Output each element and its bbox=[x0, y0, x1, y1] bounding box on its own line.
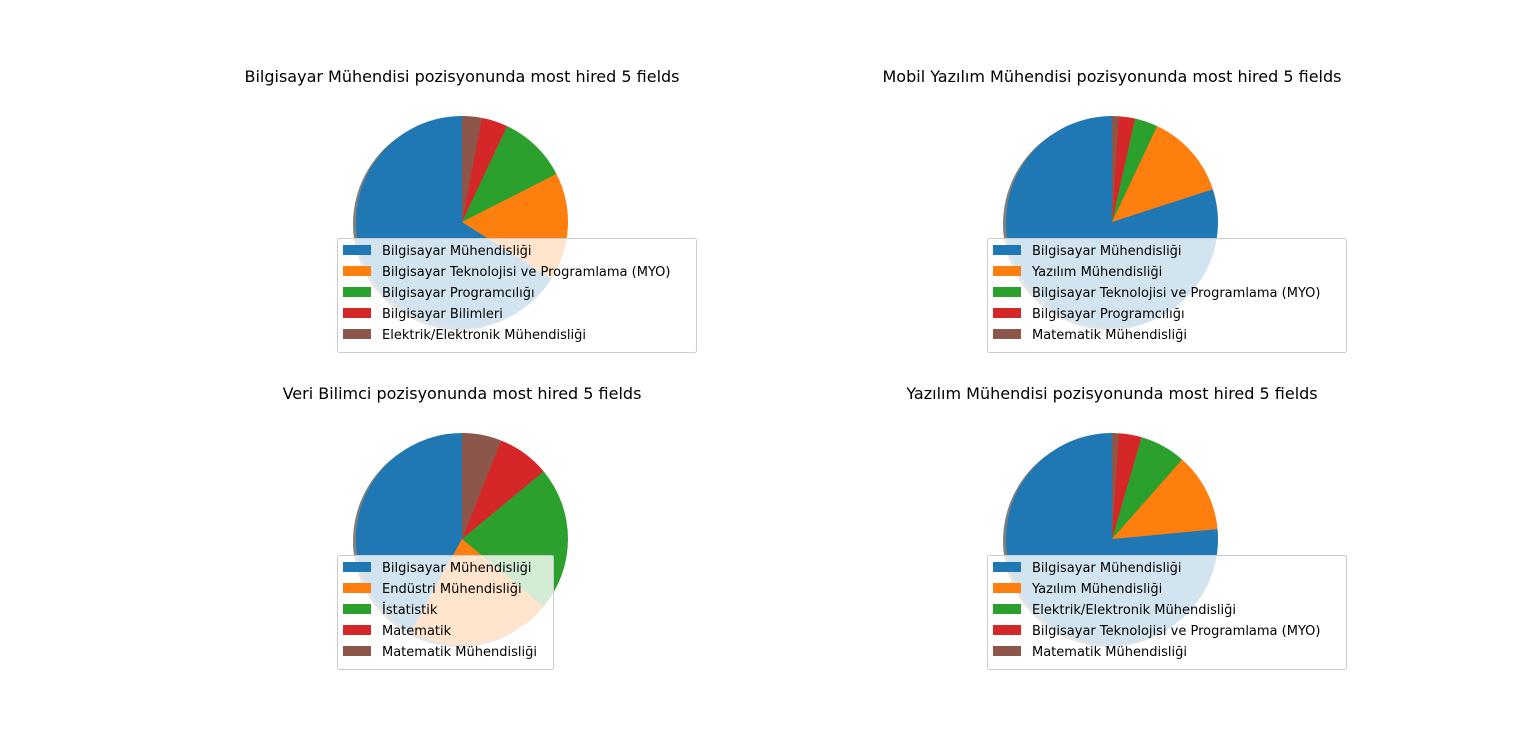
legend-swatch bbox=[343, 562, 371, 572]
legend-box bbox=[987, 555, 1347, 670]
pie-slice-2 bbox=[1112, 459, 1218, 539]
legend-label: Endüstri Mühendisliği bbox=[382, 582, 522, 597]
pie-slice-3 bbox=[1112, 437, 1183, 539]
pie-slice-5 bbox=[1112, 116, 1119, 222]
legend-swatch bbox=[993, 562, 1021, 572]
legend-swatch bbox=[343, 287, 371, 297]
legend-swatch bbox=[343, 308, 371, 318]
legend-label: Bilgisayar Mühendisliği bbox=[382, 244, 532, 259]
legend-label: Matematik Mühendisliği bbox=[1032, 328, 1187, 343]
legend-label: Bilgisayar Programcılığı bbox=[1032, 307, 1185, 322]
chart-title: Bilgisayar Mühendisi pozisyonunda most h… bbox=[244, 67, 679, 86]
pie-slice-3 bbox=[462, 126, 557, 222]
legend-swatch bbox=[343, 583, 371, 593]
chart-title: Yazılım Mühendisi pozisyonunda most hire… bbox=[905, 384, 1317, 403]
legend-label: Matematik bbox=[382, 624, 452, 639]
chart-title: Mobil Yazılım Mühendisi pozisyonunda mos… bbox=[883, 67, 1342, 86]
legend-swatch bbox=[993, 329, 1021, 339]
legend-swatch bbox=[993, 583, 1021, 593]
pie-slice-4 bbox=[462, 440, 544, 539]
legend-swatch bbox=[993, 245, 1021, 255]
legend-swatch bbox=[343, 266, 371, 276]
pie-slice-4 bbox=[1112, 433, 1142, 539]
chart-title: Veri Bilimci pozisyonunda most hired 5 f… bbox=[283, 384, 642, 403]
legend-box bbox=[337, 238, 697, 353]
pie-chart-2: Mobil Yazılım Mühendisi pozisyonunda mos… bbox=[883, 67, 1347, 353]
pie-slice-5 bbox=[462, 433, 502, 539]
legend-swatch bbox=[343, 604, 371, 614]
legend-swatch bbox=[993, 625, 1021, 635]
legend-label: Bilgisayar Programcılığı bbox=[382, 286, 535, 301]
legend-swatch bbox=[343, 329, 371, 339]
legend-box bbox=[987, 238, 1347, 353]
legend-label: Matematik Mühendisliği bbox=[1032, 645, 1187, 660]
pie-slice-2 bbox=[1112, 126, 1213, 222]
legend-label: Elektrik/Elektronik Mühendisliği bbox=[1032, 603, 1236, 618]
pie-slice-4 bbox=[462, 117, 508, 222]
legend-label: Yazılım Mühendisliği bbox=[1031, 582, 1162, 597]
pie-slice-5 bbox=[462, 116, 482, 222]
pie-chart-1: Bilgisayar Mühendisi pozisyonunda most h… bbox=[244, 67, 697, 353]
legend-label: Elektrik/Elektronik Mühendisliği bbox=[382, 328, 586, 343]
legend-label: Bilgisayar Teknolojisi ve Programlama (M… bbox=[1032, 624, 1320, 639]
legend-label: Bilgisayar Mühendisliği bbox=[1032, 244, 1182, 259]
legend-swatch bbox=[993, 308, 1021, 318]
legend-swatch bbox=[993, 287, 1021, 297]
legend-swatch bbox=[993, 604, 1021, 614]
legend-label: Bilgisayar Mühendisliği bbox=[1032, 561, 1182, 576]
legend-label: Bilgisayar Bilimleri bbox=[382, 307, 503, 322]
pie-slice-5 bbox=[1112, 433, 1119, 539]
pie-chart-3: Veri Bilimci pozisyonunda most hired 5 f… bbox=[283, 384, 642, 670]
legend-swatch bbox=[343, 625, 371, 635]
legend-label: Matematik Mühendisliği bbox=[382, 645, 537, 660]
legend-swatch bbox=[343, 245, 371, 255]
legend-label: İstatistik bbox=[382, 602, 438, 618]
legend-box bbox=[337, 555, 554, 670]
legend-label: Bilgisayar Mühendisliği bbox=[382, 561, 532, 576]
legend-swatch bbox=[343, 646, 371, 656]
legend-label: Bilgisayar Teknolojisi ve Programlama (M… bbox=[1032, 286, 1320, 301]
legend-label: Yazılım Mühendisliği bbox=[1031, 265, 1162, 280]
legend-swatch bbox=[993, 266, 1021, 276]
legend-label: Bilgisayar Teknolojisi ve Programlama (M… bbox=[382, 265, 670, 280]
pie-slice-3 bbox=[1112, 118, 1158, 222]
pie-chart-4: Yazılım Mühendisi pozisyonunda most hire… bbox=[905, 384, 1347, 670]
pie-slice-4 bbox=[1112, 116, 1136, 222]
legend-swatch bbox=[993, 646, 1021, 656]
